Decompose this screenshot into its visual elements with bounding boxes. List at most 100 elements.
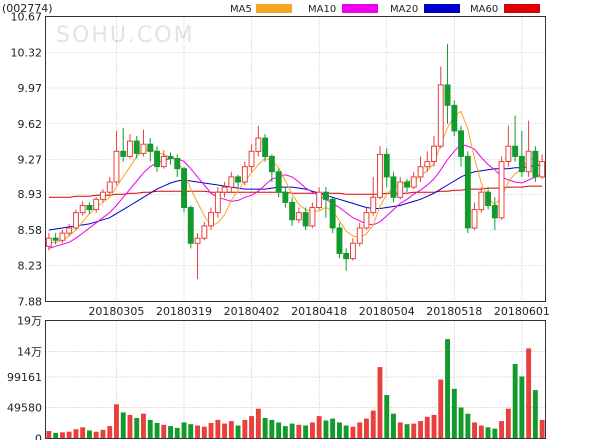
candle-body-down bbox=[52, 237, 59, 241]
candle-body-down bbox=[336, 227, 343, 254]
candle bbox=[248, 144, 255, 172]
volume-bar-up bbox=[46, 431, 52, 439]
candle bbox=[370, 176, 377, 216]
date-tick-label: 20180319 bbox=[156, 305, 212, 318]
volume-bar-up bbox=[472, 422, 477, 439]
candle bbox=[86, 202, 93, 214]
candle-body-up bbox=[424, 161, 431, 168]
volume-bar-down bbox=[147, 419, 153, 439]
candle bbox=[532, 146, 539, 182]
candle bbox=[356, 222, 363, 247]
ma60-line bbox=[48, 185, 543, 198]
candle bbox=[512, 115, 519, 162]
candlesticks bbox=[45, 44, 546, 280]
candle bbox=[106, 176, 113, 196]
volume-bar-down bbox=[262, 418, 268, 439]
volume-bar-up bbox=[161, 424, 167, 439]
candle-body-up bbox=[79, 205, 86, 214]
volume-bar-up bbox=[411, 423, 417, 439]
volume-bar-down bbox=[174, 427, 180, 439]
candle bbox=[485, 187, 492, 210]
volume-bar-down bbox=[235, 425, 241, 439]
volume-bar-down bbox=[445, 339, 450, 439]
volume-bar-down bbox=[485, 427, 491, 439]
candle-body-down bbox=[120, 150, 127, 157]
candle-body-up bbox=[397, 181, 404, 198]
volume-bars bbox=[46, 339, 545, 439]
volume-bar-up bbox=[357, 422, 363, 439]
volume-bar-down bbox=[276, 422, 282, 439]
price-tick-label: 8.23 bbox=[18, 260, 43, 273]
candle-body-down bbox=[187, 207, 194, 244]
candle bbox=[343, 248, 350, 271]
candle bbox=[302, 207, 309, 230]
candle bbox=[309, 202, 316, 228]
ma20-line bbox=[48, 164, 543, 231]
candle bbox=[187, 205, 194, 249]
candle-body-up bbox=[100, 191, 106, 200]
candle bbox=[79, 201, 86, 216]
candle bbox=[336, 222, 343, 259]
volume-bar-up bbox=[397, 422, 403, 439]
candle-body-down bbox=[458, 130, 465, 157]
candle bbox=[93, 197, 100, 213]
volume-bar-up bbox=[431, 414, 437, 439]
date-tick-label: 20180601 bbox=[494, 305, 550, 318]
candle bbox=[329, 197, 336, 234]
candle-body-up bbox=[505, 145, 512, 162]
candle bbox=[275, 168, 282, 198]
candle-body-down bbox=[512, 145, 519, 157]
candle-body-up bbox=[201, 225, 208, 239]
candle-body-down bbox=[323, 191, 329, 200]
volume-bar-up bbox=[107, 426, 113, 439]
volume-bar-up bbox=[438, 379, 444, 439]
candle bbox=[363, 207, 370, 230]
candle-body-down bbox=[343, 253, 350, 260]
volume-bar-down bbox=[404, 424, 410, 439]
volume-bar-up bbox=[141, 413, 146, 439]
volume-bar-down bbox=[282, 426, 288, 439]
volume-bar-up bbox=[424, 416, 430, 439]
volume-bar-down bbox=[343, 425, 349, 439]
candle-body-down bbox=[181, 168, 188, 208]
candle-body-up bbox=[309, 207, 316, 227]
candle bbox=[458, 125, 465, 167]
candle-body-up bbox=[160, 155, 167, 168]
candle-body-down bbox=[491, 205, 498, 219]
price-tick-label: 7.88 bbox=[18, 296, 43, 309]
candle bbox=[100, 189, 106, 203]
watermark-logo: SOHU.COM bbox=[56, 23, 195, 48]
candle-body-up bbox=[437, 84, 444, 147]
legend-ma20-swatch bbox=[424, 4, 460, 13]
volume-bar-down bbox=[154, 423, 160, 439]
candle-body-up bbox=[194, 237, 201, 244]
candle-body-up bbox=[356, 227, 363, 244]
volume-bar-up bbox=[350, 426, 356, 439]
volume-bar-up bbox=[364, 418, 369, 439]
volume-bar-down bbox=[512, 364, 518, 439]
candle bbox=[471, 202, 478, 230]
volume-bar-down bbox=[323, 420, 329, 439]
candle bbox=[120, 127, 127, 162]
price-tick-label: 8.58 bbox=[18, 224, 43, 237]
candle-body-up bbox=[66, 227, 73, 234]
candle bbox=[255, 125, 262, 157]
candle bbox=[289, 197, 296, 226]
price-tick-label: 9.97 bbox=[18, 82, 43, 95]
candle-body-up bbox=[73, 212, 79, 229]
candle bbox=[154, 146, 161, 172]
candle bbox=[525, 120, 532, 177]
candle bbox=[127, 133, 133, 159]
candle-body-down bbox=[167, 155, 174, 159]
candle-body-up bbox=[106, 181, 113, 193]
volume-tick-label: 0 bbox=[35, 433, 42, 440]
candle-body-up bbox=[370, 196, 377, 214]
volume-bar-down bbox=[188, 424, 194, 439]
candle bbox=[235, 174, 242, 188]
candle-body-up bbox=[498, 161, 505, 219]
legend-ma60-swatch bbox=[504, 4, 540, 13]
candle bbox=[437, 66, 444, 149]
date-tick-label: 20180518 bbox=[426, 305, 482, 318]
volume-bar-down bbox=[87, 430, 92, 439]
candle bbox=[404, 178, 411, 193]
